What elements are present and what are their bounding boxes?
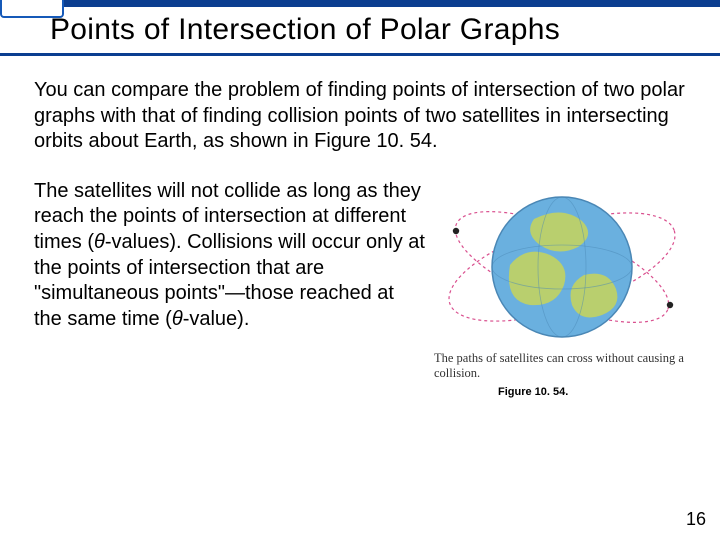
- earth-svg: [434, 179, 684, 349]
- figure-label: Figure 10. 54.: [498, 386, 568, 398]
- para2-post: -value).: [183, 308, 250, 330]
- title-tab-decoration: [0, 0, 64, 18]
- page-number: 16: [686, 509, 706, 530]
- theta-symbol-2: θ: [172, 308, 183, 330]
- theta-symbol-1: θ: [94, 231, 105, 253]
- figure-caption: The paths of satellites can cross withou…: [434, 351, 684, 382]
- figure-column: The paths of satellites can cross withou…: [434, 179, 684, 398]
- satellite-2: [667, 302, 673, 308]
- page-title: Points of Intersection of Polar Graphs: [0, 7, 720, 53]
- satellite-1: [453, 228, 459, 234]
- intro-paragraph: You can compare the problem of finding p…: [34, 78, 686, 155]
- title-bar: Points of Intersection of Polar Graphs: [0, 0, 720, 56]
- earth-illustration: [434, 179, 684, 349]
- content-area: You can compare the problem of finding p…: [0, 56, 720, 398]
- detail-paragraph: The satellites will not collide as long …: [34, 179, 426, 398]
- row-text-figure: The satellites will not collide as long …: [34, 179, 686, 398]
